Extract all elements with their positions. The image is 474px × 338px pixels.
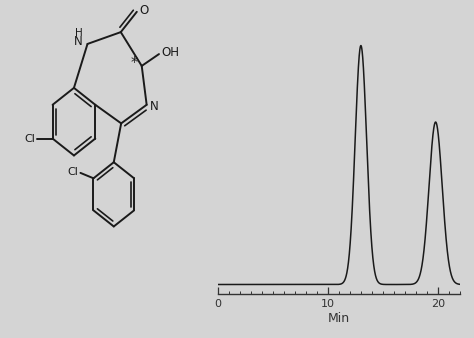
Text: *: * <box>130 55 137 69</box>
Text: OH: OH <box>161 46 179 59</box>
Text: N: N <box>150 100 159 113</box>
Text: O: O <box>139 4 148 17</box>
Text: H: H <box>75 28 83 38</box>
Text: Cl: Cl <box>68 167 79 176</box>
Text: N: N <box>74 35 83 48</box>
X-axis label: Min: Min <box>328 312 350 325</box>
Text: Cl: Cl <box>25 134 36 144</box>
